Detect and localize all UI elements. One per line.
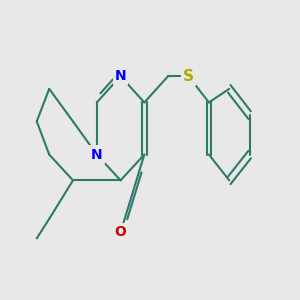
Text: N: N — [91, 148, 103, 161]
Text: N: N — [115, 69, 126, 83]
Text: S: S — [183, 69, 194, 84]
Text: O: O — [115, 225, 127, 239]
